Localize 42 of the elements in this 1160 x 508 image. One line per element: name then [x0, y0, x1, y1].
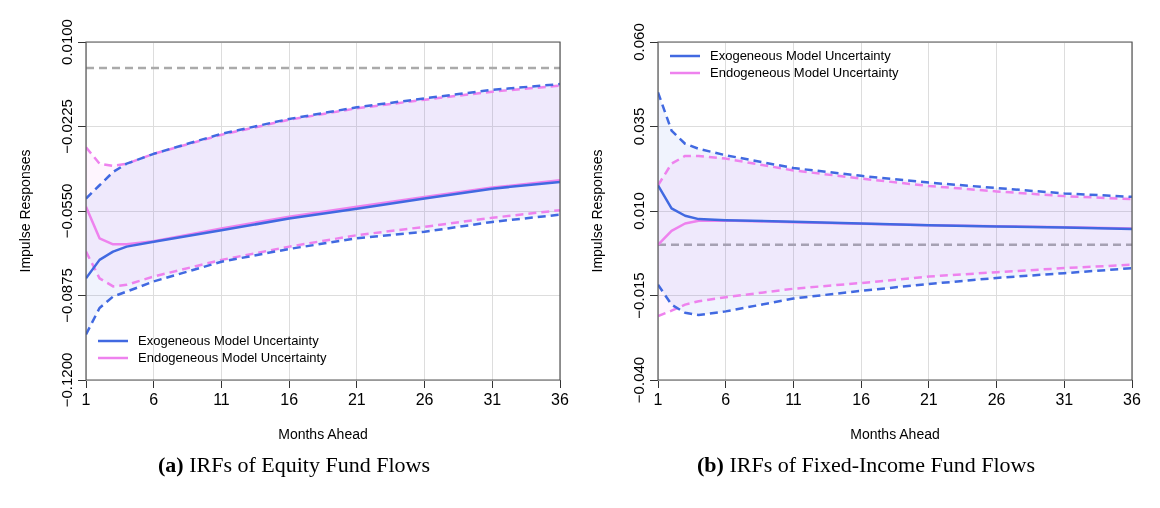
x-tick-label: 6	[721, 391, 731, 409]
y-tick-label: −0.040	[629, 356, 647, 404]
text: (a) IRFs of Equity Fund Flows	[158, 452, 430, 478]
y-tick-label: 0.0100	[57, 19, 75, 65]
x-tick-label: 36	[1123, 391, 1141, 409]
legend-label: Endogeneous Model Uncertainty	[138, 349, 328, 365]
legend-label: Exogeneous Model Uncertainty	[710, 47, 892, 63]
x-tick-label: 11	[213, 391, 230, 409]
x-tick-label: 26	[987, 391, 1006, 409]
line-series	[658, 154, 1132, 201]
line-series	[86, 213, 560, 336]
x-tick-label: 11	[785, 391, 802, 409]
y-tick-label: 0.035	[629, 107, 647, 146]
y-axis-title: Impulse Responses	[589, 149, 606, 273]
x-tick-label: 16	[852, 391, 871, 409]
x-tick-label: 31	[1055, 391, 1074, 409]
x-tick-label: 6	[149, 391, 159, 409]
text: (b) IRFs of Fixed-Income Fund Flows	[697, 452, 1035, 478]
x-tick-label: 26	[415, 391, 434, 409]
line-series	[86, 208, 560, 288]
y-tick-label: −0.015	[629, 272, 647, 319]
x-tick-label: 21	[347, 391, 366, 409]
line-series	[86, 84, 560, 168]
x-tick-label: 21	[919, 391, 938, 409]
x-axis-title: Months Ahead	[850, 426, 940, 443]
x-tick-label: 16	[280, 391, 299, 409]
x-tick-label: 1	[653, 391, 663, 409]
y-tick-label: −0.0550	[57, 183, 75, 239]
line-series	[86, 82, 560, 200]
y-tick-label: −0.0875	[57, 268, 75, 323]
line-series	[658, 91, 1132, 199]
legend-label: Endogeneous Model Uncertainty	[710, 64, 900, 80]
y-tick-label: 0.010	[629, 192, 647, 230]
x-axis-title: Months Ahead	[278, 426, 368, 443]
x-tick-label: 31	[483, 391, 502, 409]
y-tick-label: −0.0225	[57, 99, 75, 154]
y-tick-label: 0.060	[629, 23, 647, 61]
y-axis-title: Impulse Responses	[17, 149, 34, 273]
y-tick-label: −0.1200	[57, 352, 75, 408]
legend-label: Exogeneous Model Uncertainty	[138, 332, 320, 348]
x-tick-label: 1	[81, 391, 91, 409]
x-tick-label: 36	[551, 391, 569, 409]
